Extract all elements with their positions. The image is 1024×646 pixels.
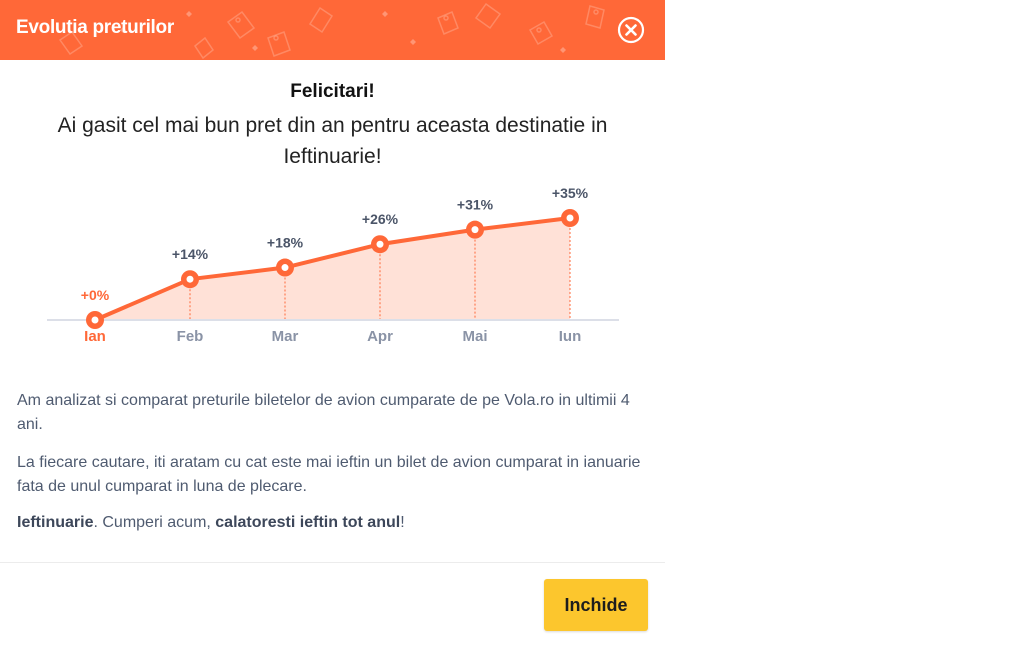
congrats-heading: Felicitari! (290, 81, 375, 102)
info-paragraph-slogan: Ieftinuarie. Cumperi acum, calatoresti i… (17, 511, 652, 535)
slogan-emphasis: calatoresti ieftin tot anul (215, 514, 401, 531)
info-paragraph-comparison: La fiecare cautare, iti aratam cu cat es… (17, 454, 641, 495)
chart-point-center (281, 264, 289, 272)
chart-point-center (91, 316, 99, 324)
slogan-middle: . Cumperi acum, (93, 514, 216, 531)
chart-tick-label: Apr (367, 328, 393, 345)
chart-tick-label: Mar (272, 328, 299, 345)
chart-area-fill (95, 218, 570, 320)
chart-tick-label: Feb (177, 328, 204, 345)
chart-data-label: +35% (552, 185, 589, 201)
modal-title: Evolutia preturilor (16, 17, 174, 38)
chart-tick-label: Iun (559, 328, 582, 345)
price-tag-pattern (58, 2, 605, 60)
close-circle-icon[interactable] (617, 16, 645, 44)
chart-tick-label: Mai (462, 328, 487, 345)
price-evolution-modal: Evolutia preturilor Felicitari! Ai gasit… (0, 0, 665, 631)
chart-point-center (471, 226, 479, 234)
slogan-brand: Ieftinuarie (17, 514, 94, 531)
chart-data-label: +18% (267, 235, 304, 251)
footer-divider (0, 562, 665, 563)
chart-point-center (376, 240, 384, 248)
close-button[interactable]: Inchide (544, 579, 648, 631)
chart-data-label: +26% (362, 211, 399, 227)
chart-data-label: +31% (457, 197, 494, 213)
chart-series-line (94, 216, 571, 322)
chart-data-label: +14% (172, 246, 209, 262)
chart-point-center (186, 275, 194, 283)
chart-data-label: +0% (81, 287, 110, 303)
info-paragraph-analysis: Am analizat si comparat preturile bilete… (17, 392, 630, 433)
best-price-message: Ai gasit cel mai bun pret din an pentru … (57, 114, 608, 168)
chart-point-center (566, 214, 574, 222)
chart-tick-label: Ian (84, 328, 106, 345)
slogan-end: ! (400, 514, 405, 531)
price-evolution-chart: +0% Ian +14% Feb +18% Mar +26% Apr +31% Mai +35% Iu… (47, 185, 619, 345)
modal-header: Evolutia preturilor (0, 0, 665, 60)
